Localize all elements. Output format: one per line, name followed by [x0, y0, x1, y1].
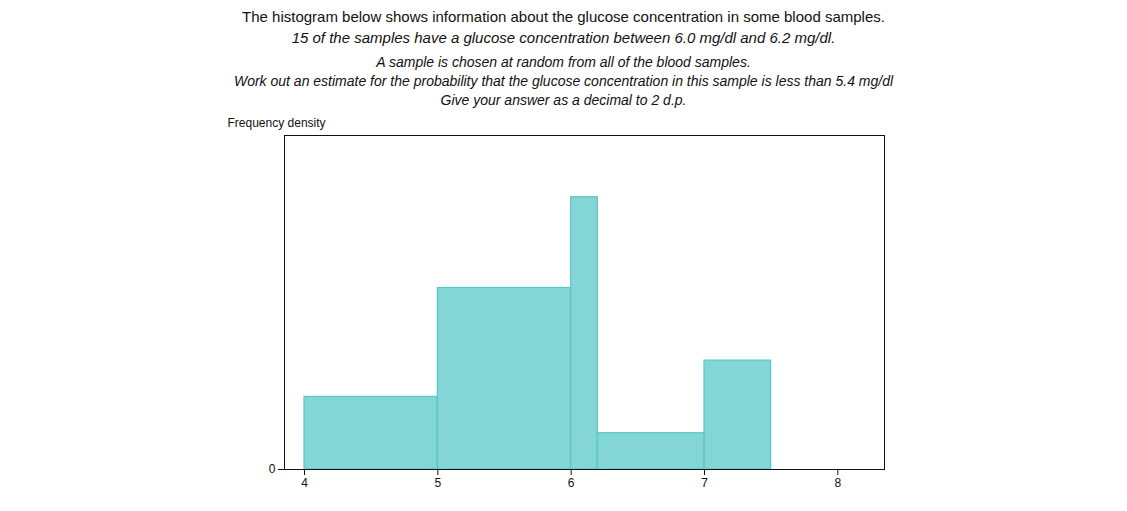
html-text:A sample is chosen at random f: A sample is chosen at random from all of…	[376, 54, 751, 70]
svg-text:5: 5	[434, 476, 441, 490]
html-text:Work out an estimate for the p: Work out an estimate for the probability…	[233, 73, 894, 89]
svg-text:6: 6	[567, 476, 574, 490]
html-text:Give your answer as a decimal: Give your answer as a decimal to 2 d.p.	[440, 92, 687, 108]
svg-text:Frequency density: Frequency density	[227, 116, 325, 130]
svg-text:0: 0	[268, 462, 275, 476]
svg-text:7: 7	[701, 476, 708, 490]
html-text:15 of the samples have a gluco: 15 of the samples have a glucose concent…	[291, 29, 836, 46]
svg-text:8: 8	[834, 476, 841, 490]
html-text:The histogram below shows info: The histogram below shows information ab…	[242, 8, 885, 25]
svg-text:4: 4	[301, 476, 308, 490]
